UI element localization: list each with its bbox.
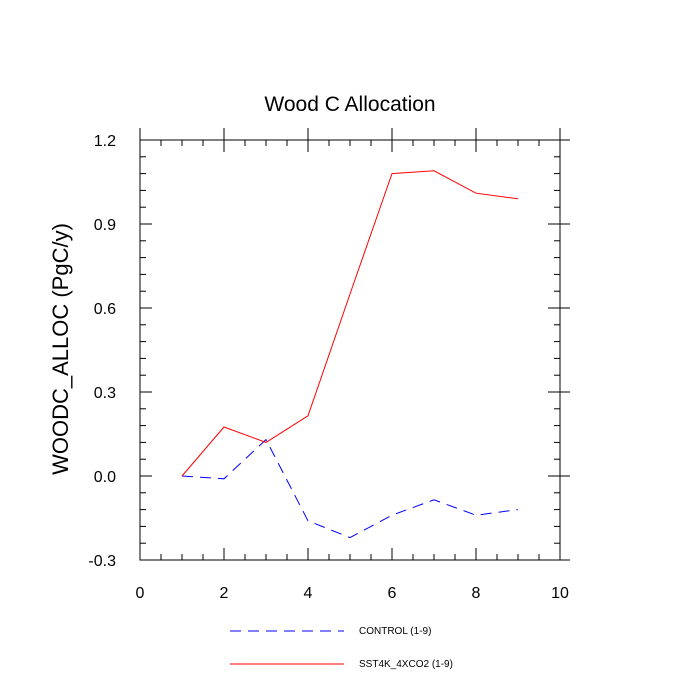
plot-lines [181,170,519,539]
x-tick-label: 2 [220,585,229,602]
plot-frame [139,139,561,561]
y-tick-label: 0.6 [94,301,116,318]
chart-title: Wood C Allocation [264,93,435,116]
legend: CONTROL (1-9) SST4K_4XCO2 (1-9) [230,626,453,670]
series-line-control [181,438,519,539]
x-tick-label: 0 [136,585,145,602]
y-tick-label: 1.2 [94,133,116,150]
y-tick-label: 0.0 [94,469,116,486]
x-tick-label: 4 [304,585,313,602]
axis-ticks: 0 2 4 6 8 10 -0.3 0.0 0.3 0.6 0.9 1.2 [88,128,570,602]
x-tick-label: 8 [472,585,481,602]
x-tick-label: 6 [388,585,397,602]
x-tick-label: 10 [551,585,569,602]
legend-label: CONTROL (1-9) [359,626,431,637]
y-tick-label: 0.9 [94,217,116,234]
y-tick-label: -0.3 [88,553,116,570]
y-axis-label: WOODC_ALLOC (PgC/y) [48,223,73,475]
y-tick-label: 0.3 [94,385,116,402]
series-line-sst4k-4xco2 [181,170,519,477]
legend-label: SST4K_4XCO2 (1-9) [359,659,453,670]
